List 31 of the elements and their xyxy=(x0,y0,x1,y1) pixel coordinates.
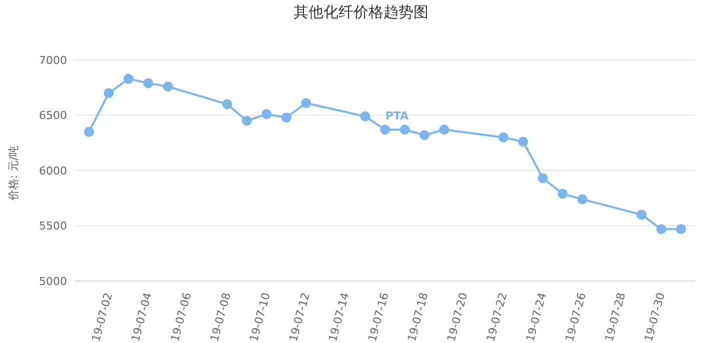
point xyxy=(538,173,548,184)
point xyxy=(262,109,272,120)
y-tick-label: 5000 xyxy=(39,274,67,288)
point xyxy=(558,188,568,199)
point xyxy=(222,99,232,110)
point xyxy=(143,78,154,88)
point xyxy=(498,132,508,142)
point xyxy=(104,88,114,98)
y-tick-label: 5500 xyxy=(39,220,67,233)
point xyxy=(162,82,173,92)
point xyxy=(281,112,292,122)
point xyxy=(301,98,312,108)
point xyxy=(577,194,588,204)
point xyxy=(84,126,94,137)
chart-title: 其他化纤价格趋势图 xyxy=(292,3,430,22)
y-tick-label: 6000 xyxy=(39,164,67,178)
y-tick-label: 7000 xyxy=(39,54,67,67)
point xyxy=(656,224,666,234)
point xyxy=(400,124,410,135)
point xyxy=(419,130,430,140)
point xyxy=(676,224,686,234)
series-label: PTA xyxy=(385,110,410,123)
point xyxy=(439,124,450,135)
y-axis-title: 价格: 元/吨 xyxy=(6,146,20,202)
point xyxy=(518,136,528,147)
point xyxy=(242,116,252,126)
point xyxy=(636,210,647,220)
point xyxy=(380,124,390,135)
y-tick-label: 6500 xyxy=(39,109,67,122)
point xyxy=(123,74,134,84)
point xyxy=(360,111,370,122)
